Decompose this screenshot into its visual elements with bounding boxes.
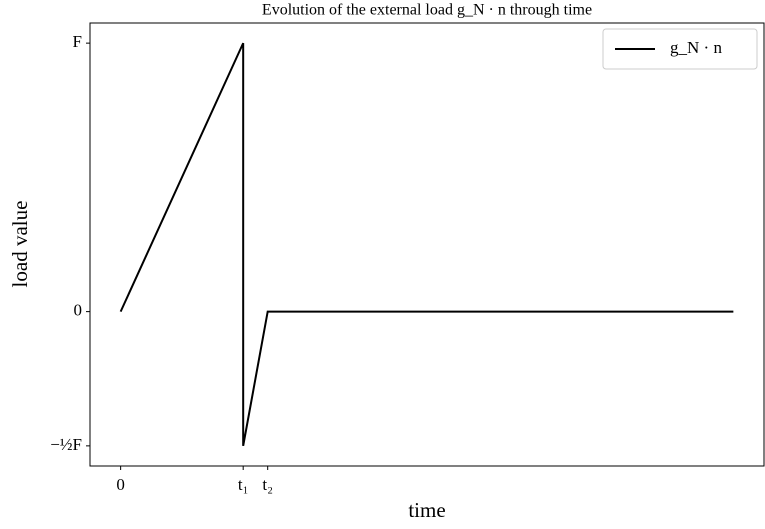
x-axis-label: time: [408, 498, 445, 522]
legend-box: [602, 28, 758, 70]
line-series: [119, 42, 734, 447]
y-tick-label: −½F: [50, 435, 82, 454]
y-tick-label: F: [73, 32, 82, 51]
plot-frame: [89, 22, 765, 467]
y-axis-label: load value: [8, 201, 32, 288]
legend-label: g_N · n: [670, 38, 722, 57]
x-tick-label: 0: [116, 475, 125, 494]
x-tick-label: t₂: [262, 475, 273, 494]
y-tick-label: 0: [74, 301, 83, 320]
x-tick-label: t₁: [238, 475, 249, 494]
chart-title: Evolution of the external load g_N · n t…: [262, 2, 592, 19]
